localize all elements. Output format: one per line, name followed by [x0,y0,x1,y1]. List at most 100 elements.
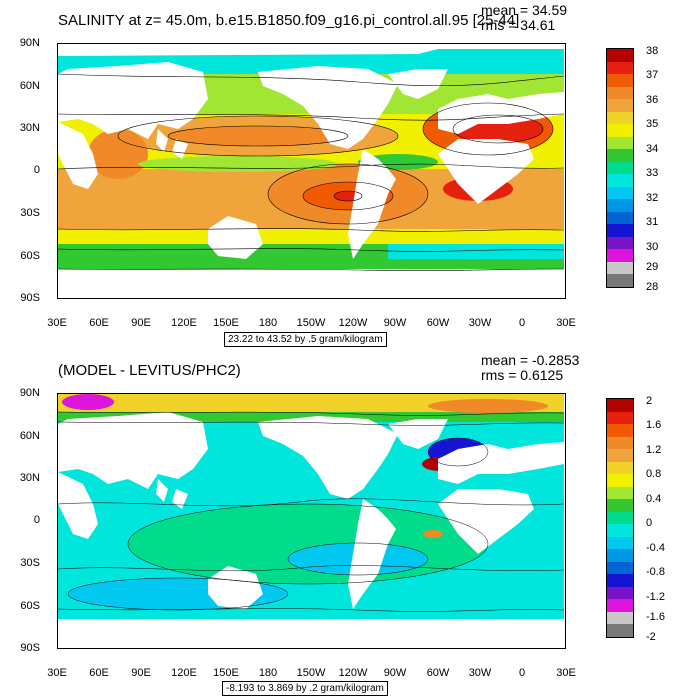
colorbar-swatch [607,99,633,112]
difference-panel: (MODEL - LEVITUS/PHC2) mean = -0.2853 rm… [0,350,700,700]
colorbar-swatch [607,449,633,462]
lat-label: 30N [19,472,40,484]
colorbar-label: 0.8 [646,468,662,480]
colorbar-swatch [607,211,633,225]
colorbar-label: 32 [646,192,659,204]
colorbar-swatch [607,249,633,262]
lat-label: 30S [20,207,40,219]
lat-label: 30N [19,122,40,134]
lat-label: 0 [33,514,40,526]
colorbar-swatch [607,511,633,525]
rms-value: rms = 0.6125 [481,367,564,383]
colorbar-label: 36 [646,94,659,106]
colorbar-swatch [607,574,633,587]
lon-label: 60E [89,317,109,329]
rms-value: rms = 34.61 [481,17,556,33]
colorbar-swatch [607,499,633,512]
colorbar-label: 35 [646,118,659,130]
lon-label: 60W [426,667,450,679]
colorbar-label: 34 [646,143,659,155]
colorbar-label: -1.2 [646,591,665,603]
colorbar-swatch [607,461,633,475]
colorbar-swatch [607,436,633,450]
colorbar-label: 1.6 [646,419,662,431]
colorbar-swatch [607,49,633,62]
panel-title: SALINITY at z= 45.0m, b.e15.B1850.f09_g1… [58,12,520,29]
lon-label: 30E [556,667,576,679]
mean-value: mean = -0.2853 [481,352,580,368]
colorbar-swatch [607,186,633,200]
lat-label: 90S [20,292,40,304]
difference-field [58,394,564,647]
colorbar-swatch [607,124,633,137]
lon-label: 120E [171,317,197,329]
salinity-panel: SALINITY at z= 45.0m, b.e15.B1850.f09_g1… [19,2,659,347]
salinity-map [57,43,566,299]
contour-range-box: -8.193 to 3.869 by .2 gram/kilogram [222,681,388,696]
colorbar-swatch [607,261,633,275]
colorbar-swatch [607,586,633,600]
lon-label: 30W [468,317,492,329]
lon-label: 90W [383,667,407,679]
lat-label: 90S [20,642,40,654]
colorbar-label: -0.4 [646,542,665,554]
colorbar-swatch [607,474,633,487]
lon-label: 0 [518,667,526,679]
lon-label: 60E [89,667,109,679]
colorbar-label: 33 [646,167,659,179]
colorbar-swatch [607,561,633,575]
colorbar-swatch [607,111,633,125]
colorbar [606,398,634,638]
colorbar-swatch [607,536,633,550]
lon-label: 60W [426,317,450,329]
lat-label: 30S [20,557,40,569]
colorbar-swatch [607,74,633,87]
colorbar-swatch [607,599,633,612]
lon-label: 90E [131,667,151,679]
colorbar-label: 0.4 [646,493,662,505]
colorbar-swatch [607,486,633,500]
colorbar-label: 31 [646,216,659,228]
lon-label: 150E [213,317,239,329]
colorbar-swatch [607,161,633,175]
colorbar-label: 2 [646,395,653,407]
lon-label: 150E [213,667,239,679]
colorbar-swatch [607,149,633,162]
lon-label: 150W [296,317,326,329]
difference-map [57,393,566,649]
colorbar-swatch [607,236,633,250]
colorbar-label: -1.6 [646,611,665,623]
lon-label: 150W [296,667,326,679]
colorbar-swatch [607,411,633,425]
lon-label: 180 [258,667,278,679]
lat-label: 0 [33,164,40,176]
lon-label: 30E [556,317,576,329]
colorbar-label: -2 [646,631,656,643]
lon-label: 0 [518,317,526,329]
colorbar-label: 37 [646,69,659,81]
lat-label: 90N [19,37,40,49]
colorbar-label: 29 [646,261,659,273]
lon-label: 120W [338,317,368,329]
panel-title: (MODEL - LEVITUS/PHC2) [58,362,241,379]
colorbar-swatch [607,424,633,437]
colorbar-swatch [607,224,633,237]
contour-range-box: 23.22 to 43.52 by .5 gram/kilogram [224,332,387,347]
colorbar-label: 30 [646,241,659,253]
lon-label: 30E [47,317,67,329]
colorbar-swatch [607,399,633,412]
lon-label: 180 [258,317,278,329]
lat-label: 60N [19,430,40,442]
lat-label: 60S [20,250,40,262]
colorbar [606,48,634,288]
salinity-field [58,44,564,297]
colorbar-swatch [607,549,633,562]
colorbar-label: -0.8 [646,566,665,578]
colorbar-label: 28 [646,281,659,293]
lon-label: 120W [338,667,368,679]
lon-label: 90W [383,317,407,329]
lon-label: 30W [468,667,492,679]
lat-label: 60S [20,600,40,612]
colorbar-swatch [607,524,633,537]
colorbar-label: 0 [646,517,653,529]
